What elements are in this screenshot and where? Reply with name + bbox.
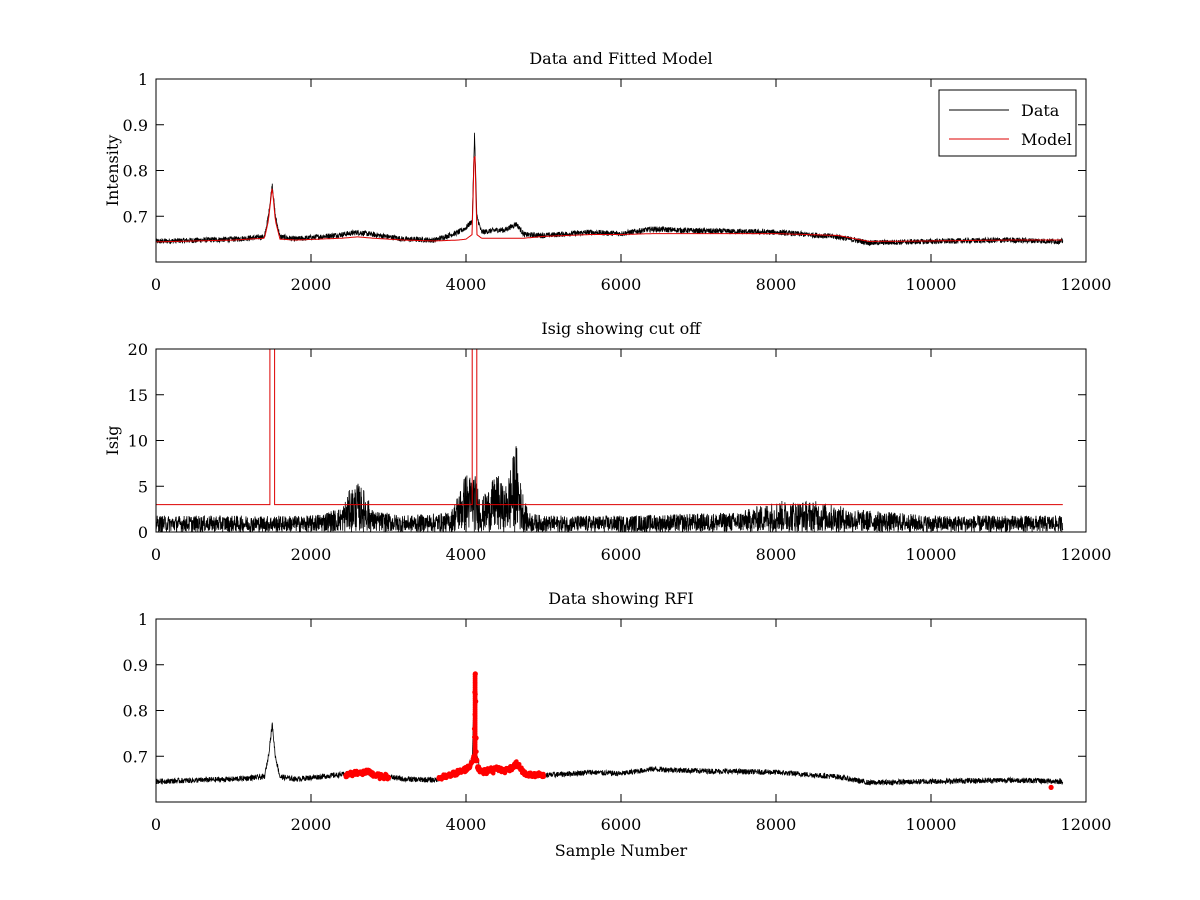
x-tick-label: 6000 [601, 275, 642, 294]
legend-label-data: Data [1021, 101, 1060, 120]
x-tick-label: 12000 [1061, 545, 1112, 564]
x-tick-label: 8000 [756, 545, 797, 564]
y-tick-label: 0.8 [123, 702, 148, 721]
rfi-point [541, 771, 546, 777]
y-axis-label: Intensity [103, 135, 122, 207]
x-tick-label: 4000 [446, 815, 487, 834]
series-data-line [156, 132, 1064, 247]
x-tick-label: 2000 [291, 815, 332, 834]
y-tick-label: 0.9 [123, 656, 148, 675]
rfi-point [517, 762, 522, 767]
y-tick-label: 0.7 [123, 747, 148, 766]
y-tick-label: 0 [138, 523, 148, 542]
y-tick-label: 0.8 [123, 162, 148, 181]
x-tick-label: 4000 [446, 275, 487, 294]
x-tick-label: 10000 [906, 815, 957, 834]
x-tick-label: 8000 [756, 815, 797, 834]
y-tick-label: 1 [138, 70, 148, 89]
panel-3: Data showing RFI 0 2000 4000 6000 8000 10000 12… [123, 589, 1112, 860]
panel-2-title: Isig showing cut off [541, 319, 702, 338]
y-tick-label: 20 [128, 340, 148, 359]
x-tick-label: 2000 [291, 545, 332, 564]
x-tick-label: 2000 [291, 275, 332, 294]
x-tick-label: 4000 [446, 545, 487, 564]
series-cut-off-line [156, 349, 1063, 506]
x-tick-label: 8000 [756, 275, 797, 294]
rfi-points [343, 671, 1054, 791]
x-tick-label: 0 [151, 815, 161, 834]
x-tick-label: 6000 [601, 815, 642, 834]
x-tick-label: 0 [151, 545, 161, 564]
legend: Data Model [938, 89, 1077, 157]
legend-label-model: Model [1021, 130, 1072, 149]
y-tick-label: 1 [138, 610, 148, 629]
x-tick-label: 6000 [601, 545, 642, 564]
legend-box [938, 89, 1077, 157]
rfi-point [1048, 784, 1054, 791]
x-axis-label: Sample Number [555, 841, 688, 860]
x-tick-label: 10000 [906, 275, 957, 294]
y-tick-label: 5 [138, 477, 148, 496]
x-tick-label: 0 [151, 275, 161, 294]
rfi-point [472, 672, 478, 678]
panel-3-title: Data showing RFI [548, 589, 693, 608]
y-axis-label: Isig [103, 426, 122, 456]
x-tick-label: 12000 [1061, 815, 1112, 834]
series-data-line [156, 676, 1064, 786]
y-tick-label: 0.7 [123, 207, 148, 226]
y-tick-label: 15 [128, 386, 148, 405]
x-tick-label: 12000 [1061, 275, 1112, 294]
y-tick-label: 0.9 [123, 116, 148, 135]
panel-1-title: Data and Fitted Model [529, 49, 712, 68]
series-isig-line [156, 446, 1064, 532]
y-tick-label: 10 [128, 432, 148, 451]
rfi-point [386, 774, 391, 779]
rfi-point [488, 765, 494, 770]
series-model-line [156, 156, 1062, 243]
x-tick-label: 10000 [906, 545, 957, 564]
